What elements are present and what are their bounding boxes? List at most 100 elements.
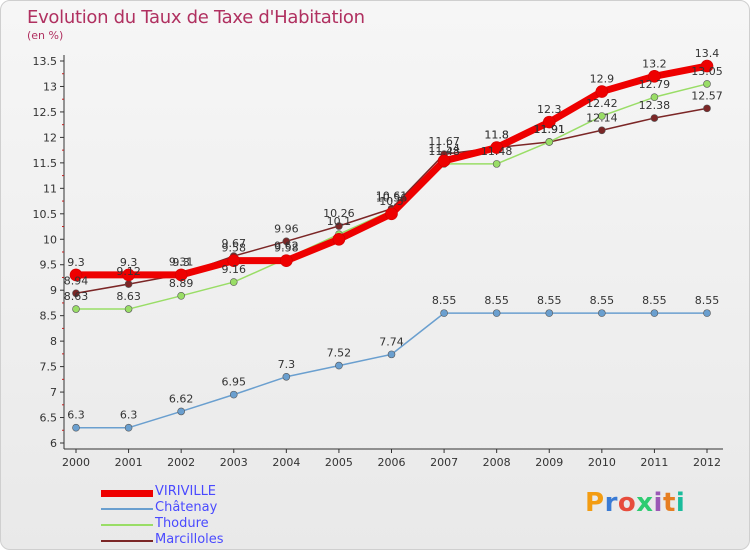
data-label: 9.96 <box>274 222 299 235</box>
data-point <box>545 138 554 146</box>
data-point <box>545 309 554 317</box>
data-point <box>650 93 659 101</box>
chart-title: Evolution du Taux de Taxe d'Habitation <box>27 7 365 28</box>
data-label: 7.74 <box>379 335 404 348</box>
data-label: 13.4 <box>695 47 720 60</box>
y-tick-label: 7 <box>50 386 57 399</box>
data-point <box>229 390 238 399</box>
data-point <box>174 268 188 282</box>
y-tick-label: 12.5 <box>33 106 58 119</box>
data-label: 11.91 <box>534 123 566 136</box>
legend-label: Châtenay <box>155 500 218 515</box>
data-label: 11.91 <box>534 123 566 136</box>
legend-swatch <box>101 508 153 510</box>
x-tick-label: 2000 <box>62 456 90 469</box>
legend-label: Marcilloles <box>155 532 224 547</box>
data-label: 8.63 <box>116 290 141 303</box>
x-tick-label: 2004 <box>272 456 300 469</box>
data-label: 8.55 <box>484 294 509 307</box>
data-point <box>598 126 606 135</box>
y-tick-label: 10 <box>43 233 57 246</box>
data-point <box>177 407 185 416</box>
y-tick-label: 13.5 <box>33 55 58 68</box>
x-tick-label: 2008 <box>483 456 511 469</box>
data-label: 9.67 <box>222 237 247 250</box>
data-point <box>227 254 241 267</box>
data-point <box>335 222 343 230</box>
data-label: 9.58 <box>274 242 299 255</box>
legend-swatch <box>101 490 153 497</box>
data-label: 6.3 <box>120 409 138 422</box>
data-point <box>703 309 711 317</box>
x-tick-label: 2009 <box>535 456 563 469</box>
data-label: 9.12 <box>116 265 141 278</box>
data-point <box>124 423 133 432</box>
y-tick-label: 11 <box>43 182 57 195</box>
legend-label: VIRIVILLE <box>155 484 217 499</box>
data-label: 11.8 <box>484 129 509 142</box>
proxiti-logo: Proxiti <box>585 488 686 518</box>
data-label: 9.3 <box>120 256 138 269</box>
data-point <box>282 237 291 246</box>
data-point <box>72 423 80 432</box>
data-label: 9.62 <box>274 240 299 253</box>
data-point <box>650 309 659 317</box>
y-tick-label: 13 <box>43 80 57 93</box>
y-tick-label: 9.5 <box>40 259 58 272</box>
data-label: 13.05 <box>691 65 723 78</box>
data-point <box>72 289 80 298</box>
data-label: 12.79 <box>639 78 671 91</box>
data-label: 7.52 <box>327 347 352 360</box>
data-label: 8.55 <box>432 294 457 307</box>
series-layer: 9.3 9.3 9.3 9.58 9.58 10.5 11.54 11.8 12.3 12.9 13… <box>64 47 723 432</box>
x-tick-label: 2002 <box>167 456 195 469</box>
data-point <box>229 278 238 286</box>
data-point <box>650 114 659 122</box>
x-tick-label: 2010 <box>588 456 616 469</box>
data-label: 12.42 <box>586 97 618 110</box>
axes: 6 6.5 7 7.5 8 8.5 9 9.5 10 10.5 11 11.5 12 12.5 13 13.5… <box>33 55 723 469</box>
x-tick-label: 2011 <box>640 456 668 469</box>
data-point <box>703 80 711 88</box>
y-tick-label: 6.5 <box>40 412 58 425</box>
data-label: 6.95 <box>222 376 247 389</box>
data-label: 9.58 <box>222 242 247 255</box>
data-point <box>492 309 501 317</box>
data-point <box>598 112 606 120</box>
data-point <box>598 309 606 317</box>
data-label: 6.62 <box>169 392 194 405</box>
data-point <box>703 104 711 113</box>
data-label: 8.63 <box>64 290 89 303</box>
data-label: 13.2 <box>642 57 667 70</box>
y-tick-label: 8.5 <box>40 310 58 323</box>
x-tick-label: 2003 <box>220 456 248 469</box>
legend-swatch <box>101 524 153 526</box>
data-label: 9.3 <box>67 256 85 269</box>
data-label: 10.61 <box>376 190 408 203</box>
data-label: 12.57 <box>691 89 723 102</box>
data-point <box>282 372 291 381</box>
series-châtenay <box>72 309 711 432</box>
data-point <box>124 305 133 313</box>
data-label: 8.55 <box>695 294 720 307</box>
data-point <box>387 350 396 359</box>
data-label: 10.56 <box>376 192 408 205</box>
data-point <box>280 254 293 267</box>
data-label: 8.55 <box>590 294 615 307</box>
data-label: 7.3 <box>278 358 296 371</box>
data-point <box>437 154 451 168</box>
y-tick-label: 11.5 <box>33 157 58 170</box>
series-line <box>76 312 707 429</box>
data-label: 11.54 <box>428 142 460 155</box>
data-label: 10.5 <box>379 195 404 208</box>
x-tick-label: 2001 <box>115 456 143 469</box>
x-tick-label: 2012 <box>693 456 721 469</box>
data-point <box>332 232 346 246</box>
legend-label: Thodure <box>155 516 209 531</box>
data-point <box>490 141 503 154</box>
y-tick-label: 6 <box>50 437 57 450</box>
data-label: 9.16 <box>222 263 247 276</box>
chart-subtitle: (en %) <box>27 29 64 42</box>
data-point <box>124 280 133 288</box>
